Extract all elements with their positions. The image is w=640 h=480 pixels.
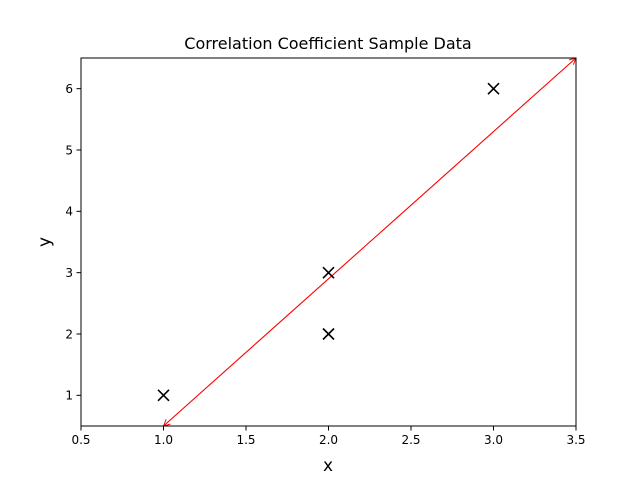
data-point (322, 266, 335, 279)
y-axis-label: y (35, 237, 55, 247)
regression-arrow (164, 58, 577, 426)
chart-title: Correlation Coefficient Sample Data (184, 34, 471, 53)
data-point (157, 389, 170, 402)
y-tick-label: 3 (65, 266, 73, 280)
x-tick-label: 0.5 (71, 433, 90, 447)
annotation-layer (164, 58, 577, 426)
x-axis-ticks: 0.5 1.0 1.5 2.0 2.5 3.0 3.5 (71, 426, 586, 447)
y-tick-label: 5 (65, 143, 73, 157)
data-points (157, 82, 500, 402)
data-point (322, 327, 335, 341)
x-tick-label: 3.5 (566, 433, 585, 447)
x-tick-label: 2.0 (319, 433, 338, 447)
x-tick-label: 2.5 (401, 433, 420, 447)
x-axis-label: x (323, 456, 333, 476)
y-tick-label: 1 (65, 389, 73, 403)
y-tick-label: 2 (65, 327, 73, 341)
x-tick-label: 1.0 (154, 433, 173, 447)
data-point (487, 82, 500, 95)
x-tick-label: 3.0 (484, 433, 503, 447)
y-tick-label: 4 (65, 205, 73, 219)
y-tick-label: 6 (65, 82, 73, 96)
y-axis-ticks: 1 2 3 4 5 6 (65, 82, 81, 403)
x-tick-label: 1.5 (236, 433, 255, 447)
